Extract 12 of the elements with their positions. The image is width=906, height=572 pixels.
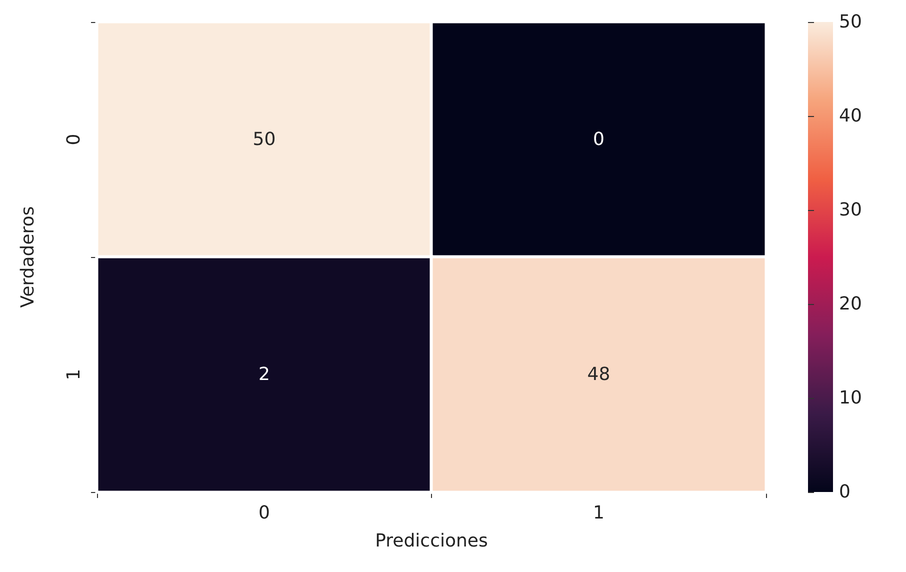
color-bar-label: 40: [839, 106, 862, 126]
x-axis-title: Predicciones: [375, 530, 488, 552]
color-bar-label: 50: [839, 12, 862, 32]
data-label: 50: [252, 129, 276, 150]
color-bar-label: 20: [839, 294, 862, 314]
data-label: 2: [258, 364, 270, 385]
color-bar-label: 10: [839, 388, 862, 408]
color-bar-label: 0: [839, 482, 850, 502]
data-label: 0: [593, 129, 604, 150]
color-bar-label: 30: [839, 200, 862, 220]
y-axis-title: Verdaderos: [18, 206, 38, 308]
data-label: 48: [587, 364, 610, 385]
